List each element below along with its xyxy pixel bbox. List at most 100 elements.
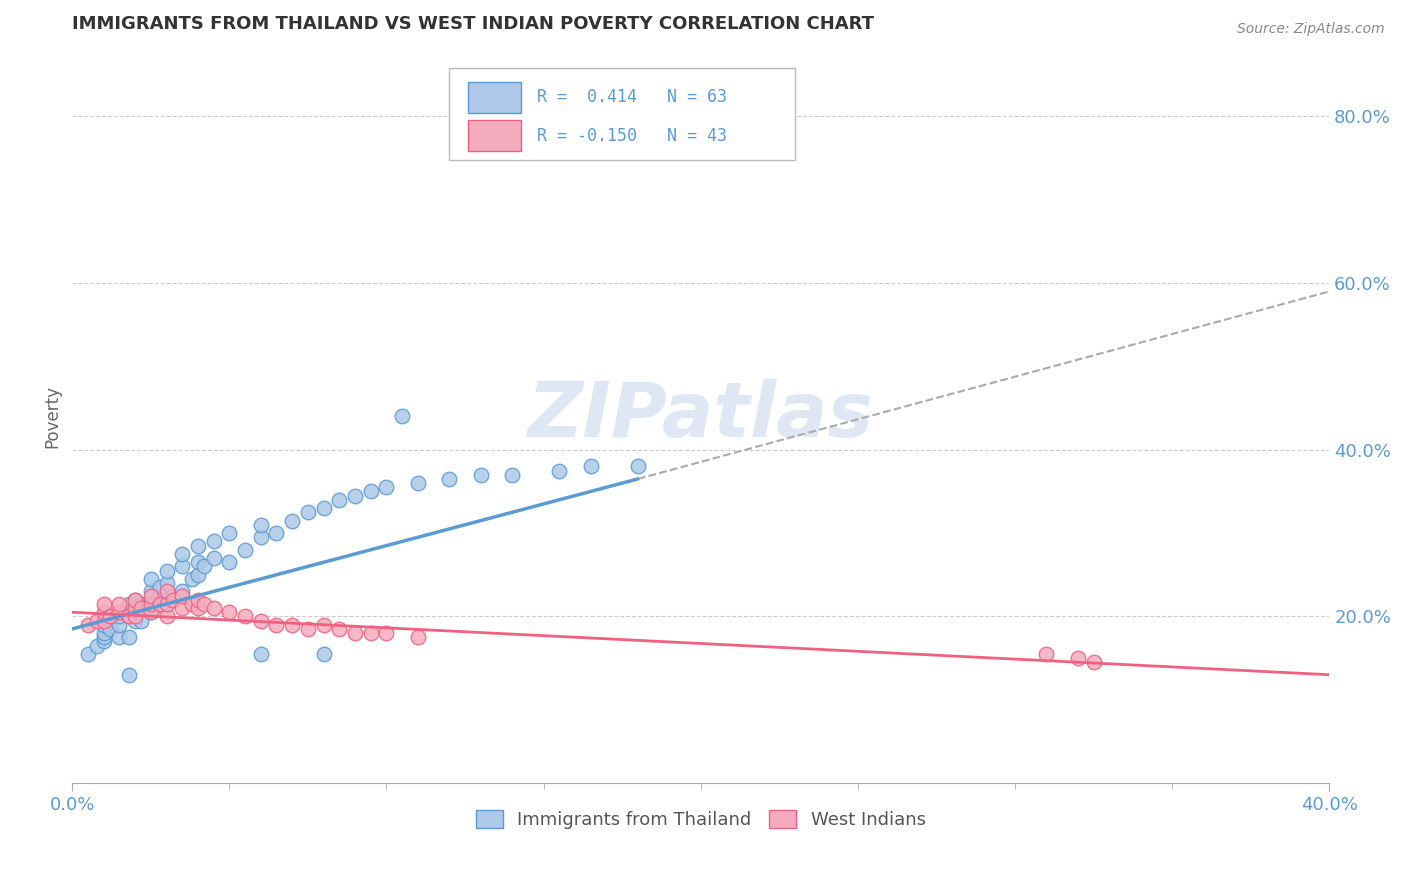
Point xyxy=(139,589,162,603)
Point xyxy=(218,555,240,569)
FancyBboxPatch shape xyxy=(468,120,522,151)
Point xyxy=(218,605,240,619)
Point xyxy=(149,597,172,611)
Point xyxy=(187,555,209,569)
Point xyxy=(93,597,115,611)
Point xyxy=(470,467,492,482)
Point xyxy=(155,584,177,599)
Point xyxy=(266,526,288,541)
Point xyxy=(139,605,162,619)
Point xyxy=(187,592,209,607)
Point xyxy=(172,559,194,574)
Point xyxy=(266,617,288,632)
Y-axis label: Poverty: Poverty xyxy=(44,385,60,448)
Text: ZIPatlas: ZIPatlas xyxy=(527,379,873,453)
Point xyxy=(124,601,146,615)
Point xyxy=(155,609,177,624)
Point xyxy=(124,609,146,624)
Point xyxy=(162,589,184,603)
Point xyxy=(98,609,121,624)
Point xyxy=(312,647,335,661)
Point xyxy=(139,605,162,619)
FancyBboxPatch shape xyxy=(450,68,794,160)
Point xyxy=(281,617,304,632)
Point xyxy=(548,464,571,478)
Point xyxy=(312,501,335,516)
Point xyxy=(187,539,209,553)
Point xyxy=(118,597,141,611)
Point xyxy=(131,597,153,611)
Point xyxy=(149,597,172,611)
Point xyxy=(155,564,177,578)
Point xyxy=(139,597,162,611)
Point xyxy=(124,592,146,607)
Point xyxy=(172,589,194,603)
Point xyxy=(124,614,146,628)
Point xyxy=(1035,647,1057,661)
Point xyxy=(124,592,146,607)
Point xyxy=(187,601,209,615)
Point xyxy=(162,592,184,607)
Point xyxy=(579,459,602,474)
Point xyxy=(281,514,304,528)
Point xyxy=(93,605,115,619)
Point xyxy=(328,492,350,507)
Point xyxy=(108,605,131,619)
Point xyxy=(131,601,153,615)
Point xyxy=(108,609,131,624)
Point xyxy=(344,489,367,503)
Point xyxy=(93,614,115,628)
Point xyxy=(312,617,335,632)
Point xyxy=(118,609,141,624)
Point xyxy=(249,530,271,544)
Point xyxy=(375,626,398,640)
Point xyxy=(77,647,100,661)
Point xyxy=(344,626,367,640)
Text: R =  0.414   N = 63: R = 0.414 N = 63 xyxy=(537,88,727,106)
Point xyxy=(218,526,240,541)
Point xyxy=(193,559,215,574)
Point xyxy=(501,467,523,482)
Text: Source: ZipAtlas.com: Source: ZipAtlas.com xyxy=(1237,22,1385,37)
Point xyxy=(118,630,141,644)
Point xyxy=(118,609,141,624)
Point xyxy=(77,617,100,632)
Point xyxy=(172,601,194,615)
Point xyxy=(627,459,650,474)
Point xyxy=(93,626,115,640)
Point xyxy=(1083,655,1105,669)
Point xyxy=(1067,651,1090,665)
Point xyxy=(139,592,162,607)
Text: IMMIGRANTS FROM THAILAND VS WEST INDIAN POVERTY CORRELATION CHART: IMMIGRANTS FROM THAILAND VS WEST INDIAN … xyxy=(72,15,875,33)
Point xyxy=(155,576,177,591)
Point xyxy=(406,630,429,644)
Point xyxy=(124,605,146,619)
Point xyxy=(249,517,271,532)
FancyBboxPatch shape xyxy=(468,82,522,113)
Point xyxy=(108,597,131,611)
Point xyxy=(172,584,194,599)
Legend: Immigrants from Thailand, West Indians: Immigrants from Thailand, West Indians xyxy=(468,803,934,837)
Point xyxy=(391,409,413,424)
Point xyxy=(249,614,271,628)
Point xyxy=(193,597,215,611)
Point xyxy=(180,572,202,586)
Point xyxy=(124,601,146,615)
Point xyxy=(86,639,108,653)
Point xyxy=(328,622,350,636)
Point xyxy=(118,667,141,681)
Point xyxy=(249,647,271,661)
Text: R = -0.150   N = 43: R = -0.150 N = 43 xyxy=(537,127,727,145)
Point xyxy=(202,601,225,615)
Point xyxy=(93,630,115,644)
Point xyxy=(202,534,225,549)
Point xyxy=(406,476,429,491)
Point xyxy=(233,609,256,624)
Point xyxy=(297,505,319,519)
Point xyxy=(139,572,162,586)
Point xyxy=(149,580,172,594)
Point xyxy=(297,622,319,636)
Point xyxy=(155,597,177,611)
Point xyxy=(172,547,194,561)
Point xyxy=(108,630,131,644)
